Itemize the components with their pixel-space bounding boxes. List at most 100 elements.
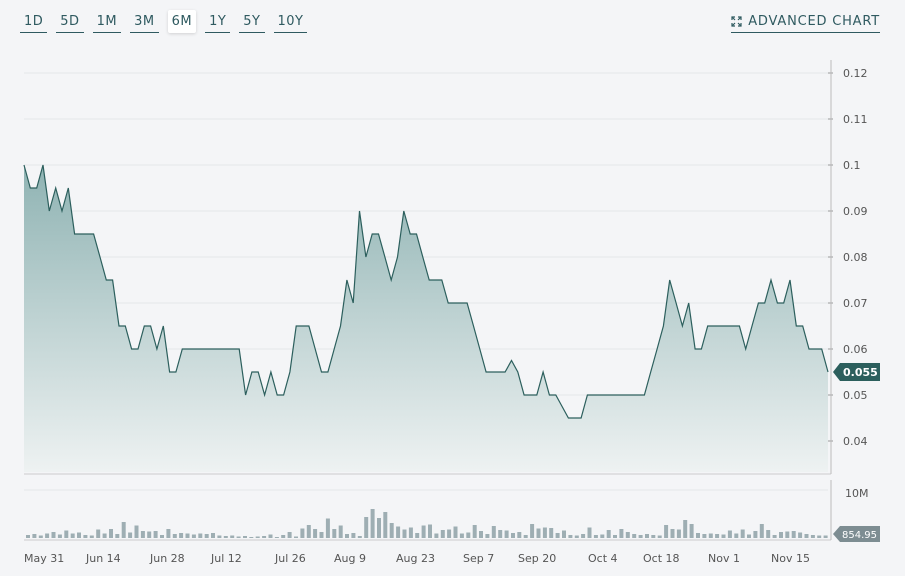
x-tick-label: Jun 28 [149,552,185,565]
advanced-chart-link[interactable]: ADVANCED CHART [731,14,880,33]
volume-bar [268,534,273,538]
volume-bar [498,530,503,538]
range-button-3m[interactable]: 3M [130,10,159,33]
volume-bar [51,532,56,538]
volume-bar [313,529,318,538]
x-tick-label: Jul 26 [274,552,306,565]
range-button-5y[interactable]: 5Y [239,10,265,33]
x-tick-label: Aug 23 [396,552,435,565]
y-tick-label: 0.05 [843,389,868,402]
volume-bar [147,531,152,538]
volume-bar [683,520,688,538]
x-tick-label: Oct 4 [588,552,618,565]
volume-bar [32,534,37,538]
range-button-1y[interactable]: 1Y [205,10,231,33]
volume-bar [810,535,815,538]
x-tick-label: Nov 15 [771,552,810,565]
volume-bar [542,527,547,538]
y-axis: 0.12 0.11 0.1 0.09 0.08 0.07 0.06 0.05 0.04 10M [828,60,869,540]
volume-bar [568,535,573,538]
volume-bar [211,533,215,538]
volume-bar [817,535,822,538]
volume-bar [185,533,190,538]
volume-bar [287,532,292,538]
volume-bar [364,517,369,538]
volume-bar [45,533,50,538]
volume-bar [115,534,120,538]
volume-bar [319,532,324,538]
volume-bar [217,535,222,538]
volume-bar [102,533,107,538]
price-area [23,164,829,472]
volume-bar [670,529,675,538]
volume-bar [204,534,209,538]
volume-bar [357,536,362,538]
volume-bar [593,535,598,538]
volume-bar [625,532,630,538]
volume-bar [89,535,94,538]
volume-bar [128,532,133,538]
volume-bar [236,536,241,538]
volume-bar [638,535,643,538]
volume-bar [485,534,490,538]
volume-bar [657,535,662,538]
volume-bar [504,530,509,538]
volume-bar [332,529,337,538]
volume-bar [549,528,554,538]
volume-bar [255,536,260,538]
volume-bar [798,532,803,538]
volume-bar [408,527,413,538]
volume-bar [536,528,541,538]
volume-tick-label: 10M [845,487,869,500]
volume-bar [57,534,62,538]
volume-bar [740,529,745,538]
volume-bar [785,531,790,538]
range-button-1m[interactable]: 1M [92,10,122,33]
volume-bar [383,512,388,538]
volume-bar [338,525,343,538]
volume-bar [530,524,535,538]
volume-bar [727,530,732,538]
volume-bar [77,532,81,538]
volume-bar [140,531,145,538]
volume-bar [274,537,279,538]
x-tick-label: Oct 18 [643,552,680,565]
volume-bar [651,535,656,538]
volume-bar [294,536,298,538]
volume-bar [562,530,566,538]
range-button-5d[interactable]: 5D [56,10,84,33]
volume-bar [396,526,401,538]
volume-bar [70,533,75,538]
volume-bar [721,534,726,538]
volume-bar [696,533,700,538]
y-tick-label: 0.07 [843,297,868,310]
y-tick-label: 0.06 [843,343,868,356]
volume-bar [64,530,69,538]
volume-bar [702,534,707,538]
volume-bar [734,533,739,538]
volume-bar [708,533,713,538]
volume-bar [153,531,158,538]
range-button-1d[interactable]: 1D [20,10,48,33]
volume-bar [804,534,809,538]
x-tick-label: Jul 12 [210,552,242,565]
x-tick-label: Nov 1 [708,552,740,565]
volume-bar [421,525,426,538]
volume-bar [428,524,432,538]
x-tick-label: Sep 7 [463,552,494,565]
volume-bar [517,532,522,538]
volume-bar [491,526,496,538]
volume-bar [447,529,452,538]
volume-bar [613,535,617,538]
volume-bar [574,535,579,538]
volume-bar [434,533,439,538]
y-tick-label: 0.04 [843,435,868,448]
volume-bar [619,529,624,538]
last-volume-label: 854.95 [842,530,877,541]
range-button-6m[interactable]: 6M [167,10,197,33]
range-button-10y[interactable]: 10Y [273,10,308,33]
volume-bar [83,535,88,538]
volume-bar [600,534,605,538]
volume-bar [715,534,720,538]
